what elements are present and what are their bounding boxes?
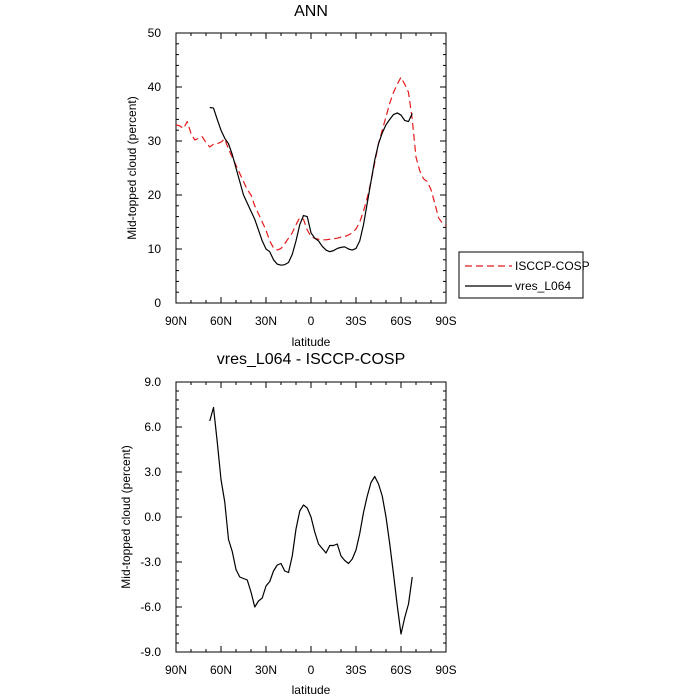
- chart-title-difference: vres_L064 - ISCCP-COSP: [217, 351, 406, 368]
- x-tick-label: 60S: [390, 663, 411, 677]
- legend-label-isccp-cosp: ISCCP-COSP: [515, 259, 590, 273]
- x-axis-label-bottom: latitude: [292, 683, 331, 697]
- y-axis-label-top: Mid-topped cloud (percent): [125, 96, 139, 239]
- panel-annual-mean: ANN 90N 60N 30N 0 30S 60S 90S 0 10 20 30 40 50 Mid-t…: [125, 3, 457, 349]
- x-tick-label: 30N: [255, 663, 277, 677]
- y-tick-label: 50: [148, 26, 162, 40]
- x-axis-label-top: latitude: [292, 335, 331, 349]
- legend: ISCCP-COSP vres_L064: [458, 251, 590, 299]
- series-line-vres-l064: [209, 106, 413, 266]
- series-line-isccp-cosp: [175, 76, 447, 251]
- panel-difference: vres_L064 - ISCCP-COSP 90N 60N 30N 0 30S 60S 9…: [119, 351, 457, 697]
- y-tick-label: 3.0: [144, 465, 161, 479]
- y-tick-label: 6.0: [144, 420, 161, 434]
- y-tick-label: 40: [148, 80, 162, 94]
- y-tick-label: 0.0: [144, 510, 161, 524]
- x-tick-label: 90S: [435, 314, 456, 328]
- x-tick-label: 60S: [390, 314, 411, 328]
- x-tick-label: 90N: [165, 663, 187, 677]
- series-line-difference: [209, 406, 413, 635]
- x-tick-label: 60N: [210, 314, 232, 328]
- x-tick-label: 60N: [210, 663, 232, 677]
- y-tick-label: 20: [148, 188, 162, 202]
- y-tick-label: -6.0: [140, 600, 161, 614]
- x-tick-label: 30N: [255, 314, 277, 328]
- x-tick-label: 0: [308, 314, 315, 328]
- x-tick-label: 0: [308, 663, 315, 677]
- x-tick-label: 90S: [435, 663, 456, 677]
- legend-box: [458, 251, 584, 299]
- y-tick-label: 9.0: [144, 375, 161, 389]
- x-tick-label: 30S: [345, 663, 366, 677]
- y-tick-label: 30: [148, 134, 162, 148]
- y-tick-label: 10: [148, 242, 162, 256]
- x-tick-label: 90N: [165, 314, 187, 328]
- chart-title-ann: ANN: [294, 3, 328, 20]
- y-tick-label: -3.0: [140, 555, 161, 569]
- legend-label-vres-l064: vres_L064: [515, 279, 571, 293]
- y-tick-label: 0: [154, 296, 161, 310]
- y-axis-label-bottom: Mid-topped cloud (percent): [119, 445, 133, 588]
- y-tick-label: -9.0: [140, 645, 161, 659]
- x-tick-label: 30S: [345, 314, 366, 328]
